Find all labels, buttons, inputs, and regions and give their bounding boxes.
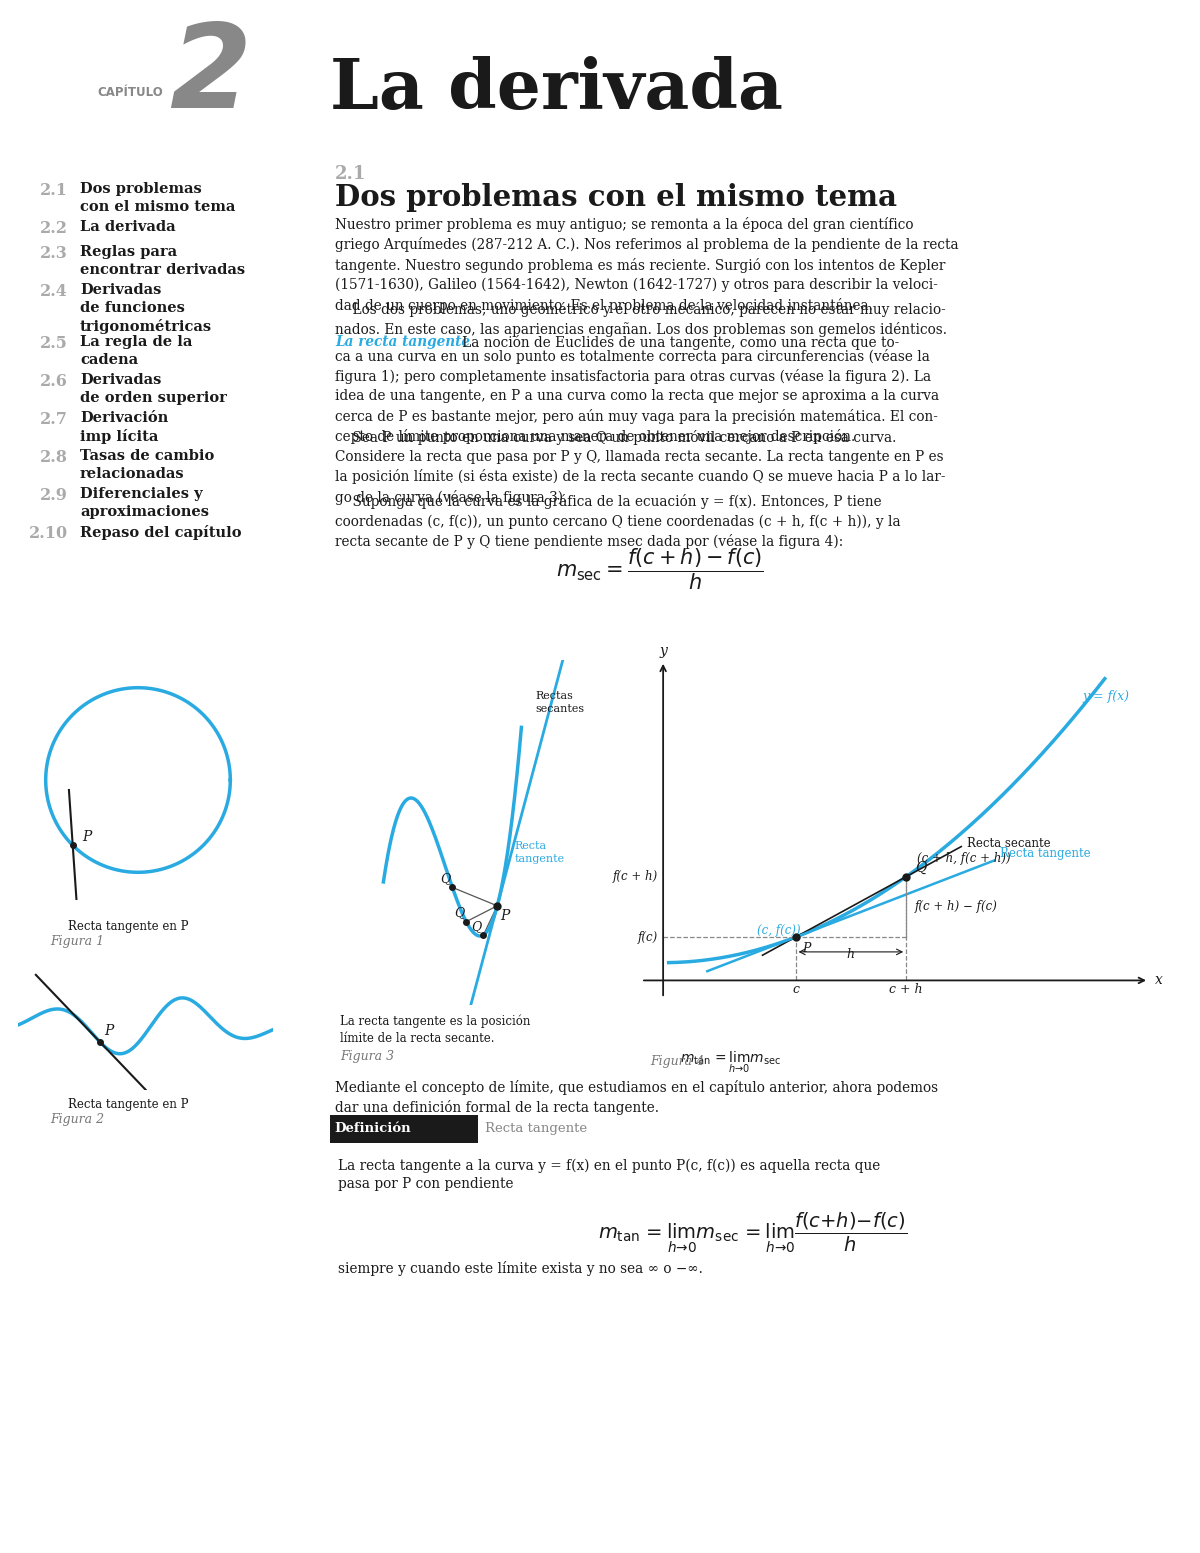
Text: Mediante el concepto de límite, que estudiamos en el capítulo anterior, ahora po: Mediante el concepto de límite, que estu…: [335, 1079, 938, 1115]
Text: La derivada: La derivada: [330, 56, 784, 124]
Text: (c, f(c)): (c, f(c)): [757, 924, 800, 936]
Text: La recta tangente: La recta tangente: [335, 335, 470, 349]
Text: h: h: [847, 947, 854, 961]
Text: Definición: Definición: [335, 1123, 410, 1135]
Text: 2.2: 2.2: [40, 221, 68, 238]
Text: f(c): f(c): [637, 930, 658, 944]
Text: P: P: [500, 909, 510, 922]
Text: Derivación
imp lícita: Derivación imp lícita: [80, 412, 168, 444]
Text: Nuestro primer problema es muy antiguo; se remonta a la época del gran científic: Nuestro primer problema es muy antiguo; …: [335, 217, 959, 312]
Text: f(c + h) − f(c): f(c + h) − f(c): [914, 901, 997, 913]
Text: Derivadas
de orden superior: Derivadas de orden superior: [80, 373, 227, 405]
Text: La regla de la
cadena: La regla de la cadena: [80, 335, 192, 367]
Text: c + h: c + h: [889, 983, 923, 997]
Text: La noción de Euclides de una tangente, como una recta que to-: La noción de Euclides de una tangente, c…: [449, 335, 899, 349]
Text: Figura 4: Figura 4: [650, 1054, 704, 1068]
Text: Q: Q: [472, 919, 481, 933]
Text: Recta
tangente: Recta tangente: [515, 842, 565, 863]
Text: Los dos problemas, uno geométrico y el otro mecánico, parecen no estar muy relac: Los dos problemas, uno geométrico y el o…: [335, 301, 947, 337]
Text: P: P: [82, 829, 91, 843]
Text: 2.3: 2.3: [41, 245, 68, 262]
Text: Q: Q: [440, 873, 450, 885]
Text: Derivadas
de funciones
trigonométricas: Derivadas de funciones trigonométricas: [80, 283, 212, 334]
Text: f(c + h): f(c + h): [612, 870, 658, 884]
Text: 2.7: 2.7: [40, 412, 68, 429]
Text: Figura 2: Figura 2: [50, 1114, 104, 1126]
Text: y = f(x): y = f(x): [1082, 691, 1129, 704]
Text: $m_{\tan} = \lim_{h \to 0} m_{\sec}$: $m_{\tan} = \lim_{h \to 0} m_{\sec}$: [680, 1050, 781, 1075]
Text: Figura 1: Figura 1: [50, 935, 104, 947]
Text: 2.8: 2.8: [40, 449, 68, 466]
Text: Recta secante: Recta secante: [967, 837, 1050, 849]
Text: $m_{\mathrm{sec}} = \dfrac{f(c + h) - f(c)}{h}$: $m_{\mathrm{sec}} = \dfrac{f(c + h) - f(…: [556, 547, 764, 592]
Text: Reglas para
encontrar derivadas: Reglas para encontrar derivadas: [80, 245, 245, 276]
Text: 2.9: 2.9: [40, 488, 68, 505]
Text: 2.1: 2.1: [40, 182, 68, 199]
Text: Suponga que la curva es la gráfica de la ecuación y = f(x). Entonces, P tiene
co: Suponga que la curva es la gráfica de la…: [335, 494, 901, 548]
Text: CAPÍTULO: CAPÍTULO: [97, 85, 163, 98]
Text: x: x: [1154, 974, 1163, 988]
Text: La derivada: La derivada: [80, 221, 175, 235]
Text: 2.1: 2.1: [335, 165, 366, 183]
Text: 2: 2: [169, 19, 251, 134]
Text: P: P: [104, 1023, 114, 1037]
Text: Recta tangente: Recta tangente: [485, 1123, 587, 1135]
Text: Dos problemas
con el mismo tema: Dos problemas con el mismo tema: [80, 182, 235, 214]
Text: Recta tangente en P: Recta tangente en P: [67, 919, 188, 933]
Text: Repaso del capítulo: Repaso del capítulo: [80, 525, 241, 540]
Text: Diferenciales y
aproximaciones: Diferenciales y aproximaciones: [80, 488, 209, 519]
Text: Sea P un punto en una curva y sea Q un punto móvil cercano a P en esa curva.
Con: Sea P un punto en una curva y sea Q un p…: [335, 430, 946, 505]
Text: Rectas
secantes: Rectas secantes: [535, 691, 584, 714]
Text: siempre y cuando este límite exista y no sea ∞ o −∞.: siempre y cuando este límite exista y no…: [338, 1261, 703, 1275]
Bar: [330, 1115, 478, 1143]
Text: 2.10: 2.10: [29, 525, 68, 542]
Text: ca a una curva en un solo punto es totalmente correcta para circunferencias (véa: ca a una curva en un solo punto es total…: [335, 349, 940, 444]
Text: Figura 3: Figura 3: [340, 1050, 394, 1062]
Text: P: P: [803, 943, 811, 955]
Text: $m_{\tan} = \lim_{h \to 0} m_{\sec} = \lim_{h \to 0} \dfrac{f(c + h) - f(c)}{h}$: $m_{\tan} = \lim_{h \to 0} m_{\sec} = \l…: [598, 1211, 907, 1255]
Text: Recta tangente en P: Recta tangente en P: [67, 1098, 188, 1110]
Text: 2.4: 2.4: [40, 283, 68, 300]
Text: y: y: [659, 644, 667, 658]
Text: 2.6: 2.6: [40, 373, 68, 390]
Text: Q: Q: [454, 907, 464, 919]
Text: 2.5: 2.5: [40, 335, 68, 353]
Text: Tasas de cambio
relacionadas: Tasas de cambio relacionadas: [80, 449, 215, 481]
Text: Dos problemas con el mismo tema: Dos problemas con el mismo tema: [335, 183, 898, 213]
Text: Q: Q: [914, 860, 926, 874]
Text: La recta tangente es la posición
límite de la recta secante.: La recta tangente es la posición límite …: [340, 1016, 530, 1045]
Text: La recta tangente a la curva y = f(x) en el punto P(c, f(c)) es aquella recta qu: La recta tangente a la curva y = f(x) en…: [338, 1159, 881, 1191]
Text: (c + h, f(c + h)): (c + h, f(c + h)): [917, 853, 1010, 865]
Text: Recta tangente: Recta tangente: [1000, 848, 1091, 860]
Text: c: c: [792, 983, 799, 997]
